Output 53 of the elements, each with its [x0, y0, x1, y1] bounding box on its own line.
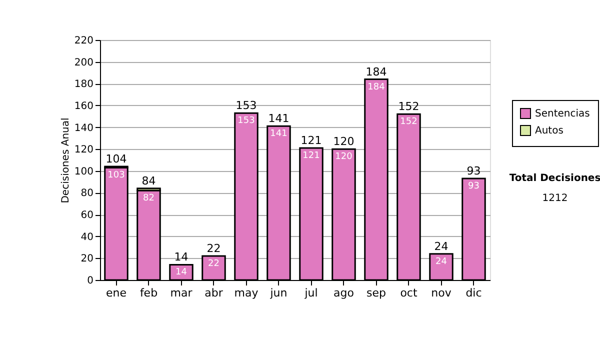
x-tick-label: ago — [334, 286, 354, 300]
x-tick-label: may — [234, 286, 259, 300]
data-label: 103 — [108, 170, 125, 181]
y-tick-label: 40 — [80, 232, 94, 243]
y-tick-label: 0 — [87, 276, 94, 286]
y-tick-label: 180 — [74, 79, 94, 90]
total-label: 152 — [398, 100, 420, 114]
total-label: 120 — [333, 135, 354, 148]
legend-label: Sentencias — [535, 108, 590, 120]
x-tick-label: oct — [400, 286, 418, 300]
total-label: 84 — [142, 174, 156, 188]
data-label: 153 — [238, 116, 255, 126]
total-label: 24 — [434, 240, 448, 253]
text: Total Decisiones — [509, 173, 600, 184]
x-tick-label: dic — [466, 286, 482, 300]
y-tick-label: 220 — [74, 36, 94, 46]
x-tick-label: ene — [106, 286, 127, 300]
x-tick-label: sep — [366, 286, 386, 300]
total-label: 121 — [300, 134, 322, 147]
data-label: 24 — [436, 256, 448, 267]
y-tick-label: 160 — [74, 100, 94, 112]
total-label: 104 — [106, 152, 127, 166]
y-tick-label: 140 — [74, 122, 94, 134]
data-label: 120 — [335, 152, 353, 162]
x-tick-label: abr — [204, 286, 224, 300]
total-label: 93 — [466, 164, 481, 178]
y-tick-label: 100 — [74, 166, 94, 178]
y-tick-label: 80 — [80, 188, 94, 200]
y-tick-label: 60 — [80, 210, 94, 222]
x-tick-label: jun — [269, 286, 288, 300]
data-label: 141 — [270, 129, 288, 140]
x-tick-label: mar — [170, 286, 193, 300]
data-label: 22 — [208, 259, 220, 269]
total-label: 141 — [268, 112, 290, 126]
data-label: 82 — [143, 194, 154, 204]
x-tick-label: jul — [304, 286, 318, 300]
legend-label: Autos — [535, 126, 564, 136]
total-label: 14 — [174, 250, 188, 264]
data-label: 152 — [400, 117, 418, 128]
data-label: 93 — [468, 182, 480, 192]
x-tick-label: nov — [431, 286, 452, 300]
total-label: 22 — [206, 242, 221, 255]
y-axis-title: Decisiones Anual — [60, 118, 72, 204]
y-tick-label: 20 — [80, 254, 94, 265]
data-label: 121 — [302, 151, 320, 161]
total-label: 184 — [366, 65, 387, 78]
y-tick-label: 200 — [74, 57, 94, 68]
text: 1212 — [542, 193, 568, 204]
x-tick-label: feb — [140, 286, 158, 300]
data-label: 14 — [176, 268, 188, 278]
total-label: 153 — [236, 99, 257, 112]
data-label: 184 — [368, 82, 386, 92]
y-tick-label: 120 — [74, 144, 94, 156]
